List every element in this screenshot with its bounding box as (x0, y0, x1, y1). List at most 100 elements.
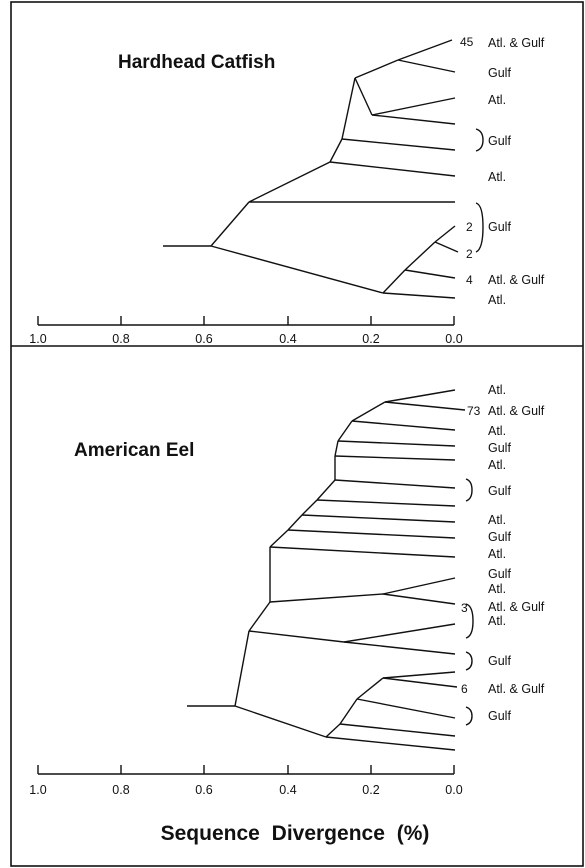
tree-branch (269, 593, 384, 603)
tree-branch (382, 677, 458, 688)
leaf-label: Atl. (488, 93, 506, 107)
leaf-label: Gulf (488, 654, 511, 668)
bracket (465, 706, 473, 726)
tree-branch (404, 241, 436, 271)
figure-frame (10, 1, 584, 867)
tree-branch (382, 269, 406, 294)
catfish-tree (163, 39, 459, 299)
tree-branch (325, 723, 341, 738)
count-label: 45 (460, 35, 474, 49)
bracket (465, 651, 473, 671)
leaf-label: Gulf (488, 220, 511, 234)
leaf-label: Atl. (488, 513, 506, 527)
tree-branch (316, 499, 456, 507)
tree-branch (329, 138, 343, 163)
leaf-label: Gulf (488, 530, 511, 544)
tree-branch (334, 440, 339, 457)
count-label: 3 (461, 601, 468, 615)
leaf-label: Gulf (488, 567, 511, 581)
tree-branch (371, 97, 456, 116)
tick-label: 0.0 (445, 332, 462, 346)
leaf-label: Atl. (488, 383, 506, 397)
tree-branch (356, 698, 456, 719)
tree-branch (434, 241, 459, 253)
catfish-axis: 1.0 0.8 0.6 0.4 0.2 0.0 (29, 316, 463, 346)
tree-branch (334, 479, 456, 489)
tree-branch (382, 577, 456, 595)
tick-label: 0.8 (112, 783, 129, 797)
tree-branch (434, 225, 456, 243)
count-label: 2 (466, 247, 473, 261)
leaf-label: Atl. & Gulf (488, 600, 545, 614)
tree-branch (341, 138, 456, 151)
tree-branch (384, 401, 466, 411)
tick-label: 1.0 (29, 783, 46, 797)
leaf-label: Atl. (488, 293, 506, 307)
bracket (465, 603, 474, 639)
leaf-label: Atl. & Gulf (488, 404, 545, 418)
catfish-title: Hardhead Catfish (118, 52, 275, 73)
tree-branch (351, 401, 386, 422)
leaf-label: Atl. (488, 547, 506, 561)
tree-branch (234, 630, 250, 707)
tick-label: 1.0 (29, 332, 46, 346)
tree-branch (371, 114, 456, 125)
tree-branch (325, 736, 456, 751)
tree-branch (397, 59, 456, 73)
tree-branch (210, 245, 384, 294)
tree-branch (248, 161, 331, 203)
leaf-label: Atl. & Gulf (488, 682, 545, 696)
tree-branch (329, 161, 456, 177)
count-label: 4 (466, 273, 473, 287)
leaf-label: Atl. (488, 614, 506, 628)
leaf-label: Atl. & Gulf (488, 273, 545, 287)
tick-label: 0.8 (112, 332, 129, 346)
leaf-label: Gulf (488, 441, 511, 455)
tree-branch (354, 59, 399, 79)
tree-branch (234, 705, 327, 738)
tree-branch (354, 77, 373, 116)
bracket (465, 478, 473, 502)
leaf-label: Atl. (488, 582, 506, 596)
tree-branch (397, 39, 453, 61)
leaf-label: Gulf (488, 709, 511, 723)
leaf-label: Atl. & Gulf (488, 36, 545, 50)
tree-branch (337, 440, 456, 447)
tree-branch (334, 455, 456, 461)
tick-label: 0.4 (279, 783, 296, 797)
tree-branch (287, 529, 456, 539)
bracket (475, 128, 484, 152)
leaf-label: Gulf (488, 134, 511, 148)
tick-label: 0.0 (445, 783, 462, 797)
bracket (475, 202, 484, 253)
leaf-label: Gulf (488, 484, 511, 498)
tree-branch (339, 698, 358, 725)
tree-branch (210, 201, 250, 247)
count-label: 73 (467, 404, 481, 418)
tree-branch (248, 601, 271, 632)
tree-branch (339, 723, 456, 737)
tree-branch (269, 546, 456, 558)
tree-branch (337, 420, 353, 442)
tree-branch (341, 77, 356, 140)
tree-branch (269, 529, 289, 548)
tree-branch (382, 292, 456, 299)
eel-tree (187, 389, 466, 751)
leaf-label: Atl. (488, 458, 506, 472)
count-label: 6 (461, 682, 468, 696)
eel-title: American Eel (74, 440, 194, 461)
tree-branch (343, 623, 456, 643)
leaf-label: Atl. (488, 170, 506, 184)
tree-branch (301, 499, 318, 516)
tree-branch (382, 593, 456, 605)
tree-branch (301, 514, 456, 523)
tree-branch (351, 420, 456, 431)
tree-branch (316, 479, 336, 501)
leaf-label: Atl. (488, 424, 506, 438)
tick-label: 0.6 (195, 332, 212, 346)
tick-label: 0.6 (195, 783, 212, 797)
tree-branch (287, 514, 303, 531)
tree-branch (248, 630, 345, 643)
axis-title: Sequence Divergence (%) (161, 822, 430, 845)
